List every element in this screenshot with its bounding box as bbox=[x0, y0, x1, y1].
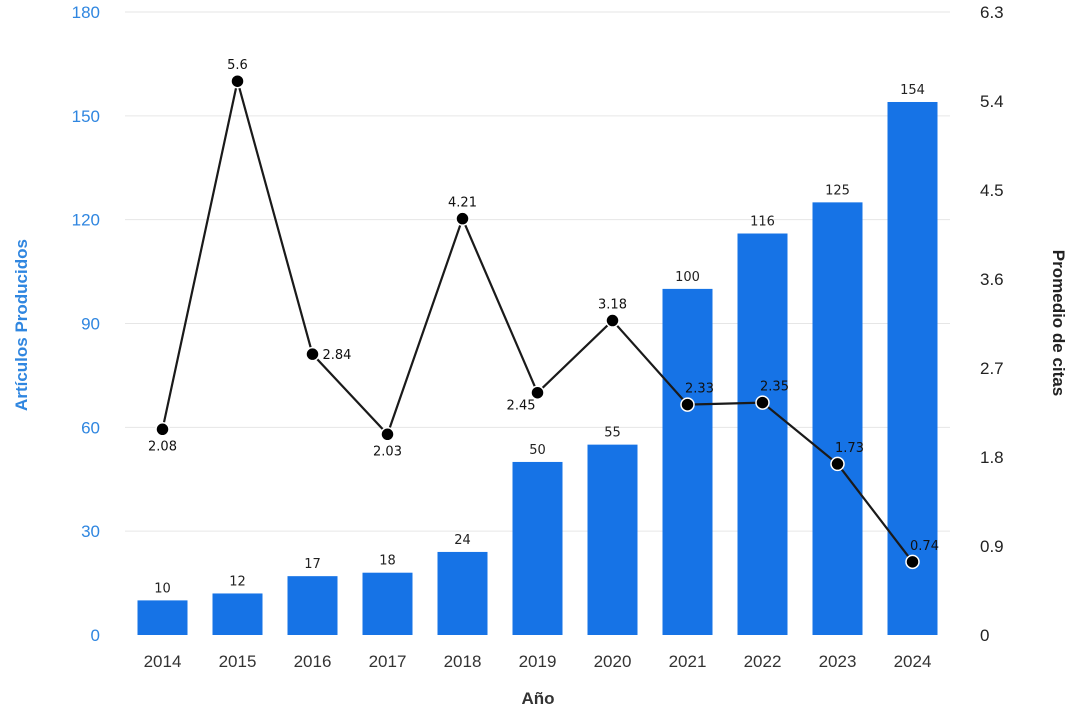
bar bbox=[737, 233, 788, 635]
bar-data-labels: 10 12 17 18 24 50 55 100 116 125 154 bbox=[154, 83, 925, 596]
bar bbox=[587, 444, 638, 635]
bar bbox=[362, 572, 413, 635]
bar bbox=[662, 288, 713, 635]
x-tick: 2020 bbox=[594, 652, 632, 671]
line-point bbox=[380, 427, 395, 442]
x-tick: 2021 bbox=[669, 652, 707, 671]
y-right-axis-title: Promedio de citas bbox=[1049, 250, 1068, 396]
bar-label: 116 bbox=[750, 215, 775, 230]
point-label: 4.21 bbox=[448, 196, 477, 211]
y-left-tick: 30 bbox=[81, 522, 100, 541]
line-point bbox=[530, 385, 545, 400]
x-tick: 2019 bbox=[519, 652, 557, 671]
x-axis-title: Año bbox=[521, 689, 554, 708]
x-tick: 2014 bbox=[144, 652, 182, 671]
line-point bbox=[830, 456, 845, 472]
y-left-tick: 150 bbox=[72, 107, 100, 126]
bar-label: 125 bbox=[825, 183, 850, 198]
bar-label: 10 bbox=[154, 581, 171, 596]
bar-label: 24 bbox=[454, 533, 471, 548]
y-right-tick: 3.6 bbox=[980, 270, 1004, 289]
point-label: 0.74 bbox=[910, 539, 939, 554]
bar-label: 154 bbox=[900, 83, 925, 98]
bar bbox=[512, 461, 563, 635]
line-point bbox=[755, 395, 770, 410]
y-left-tick: 60 bbox=[81, 418, 100, 437]
y-right-tick: 0.9 bbox=[980, 537, 1004, 556]
bar-label: 55 bbox=[604, 426, 621, 441]
y-left-tick: 180 bbox=[72, 3, 100, 22]
bar-label: 50 bbox=[529, 443, 546, 458]
point-label: 2.03 bbox=[373, 444, 402, 459]
line-point bbox=[680, 397, 695, 412]
bar bbox=[887, 101, 938, 635]
y-right-tick: 6.3 bbox=[980, 3, 1004, 22]
x-tick: 2018 bbox=[444, 652, 482, 671]
y-left-tick: 90 bbox=[81, 315, 100, 334]
x-tick: 2024 bbox=[894, 652, 932, 671]
point-label: 2.35 bbox=[760, 380, 789, 395]
bar bbox=[437, 551, 488, 635]
point-label: 2.84 bbox=[323, 348, 352, 363]
line-point bbox=[305, 346, 320, 362]
line-point bbox=[455, 211, 470, 226]
line-point bbox=[155, 422, 170, 437]
y-left-tick: 120 bbox=[72, 211, 100, 230]
bar-label: 18 bbox=[379, 554, 396, 569]
x-tick: 2015 bbox=[219, 652, 257, 671]
bar-label: 100 bbox=[675, 270, 700, 285]
right-axis-ticks: 0 0.9 1.8 2.7 3.6 4.5 5.4 6.3 bbox=[980, 3, 1004, 645]
bar bbox=[212, 593, 263, 635]
bar bbox=[812, 202, 863, 635]
y-right-tick: 1.8 bbox=[980, 448, 1004, 467]
bar-label: 17 bbox=[304, 557, 321, 572]
bar bbox=[137, 600, 188, 635]
y-right-tick: 2.7 bbox=[980, 359, 1004, 378]
x-tick: 2023 bbox=[819, 652, 857, 671]
x-tick: 2016 bbox=[294, 652, 332, 671]
point-label: 1.73 bbox=[835, 441, 864, 456]
x-tick: 2017 bbox=[369, 652, 407, 671]
line-point bbox=[605, 313, 620, 328]
point-label: 2.08 bbox=[148, 439, 177, 454]
x-tick: 2022 bbox=[744, 652, 782, 671]
bar-label: 12 bbox=[229, 574, 246, 589]
y-left-axis-title: Artículos Producidos bbox=[12, 239, 31, 411]
line-point bbox=[230, 73, 245, 89]
line-data-labels: 2.08 5.6 2.84 2.03 4.21 2.45 3.18 2.33 2.35 1.73 0… bbox=[148, 58, 939, 554]
y-right-tick: 5.4 bbox=[980, 92, 1004, 111]
point-label: 3.18 bbox=[598, 298, 627, 313]
y-left-tick: 0 bbox=[91, 626, 100, 645]
bar bbox=[287, 576, 338, 635]
left-axis-ticks: 0 30 60 90 120 150 180 bbox=[72, 3, 100, 645]
point-label: 5.6 bbox=[227, 58, 248, 73]
point-label: 2.45 bbox=[507, 399, 536, 414]
x-axis-ticks: 2014 2015 2016 2017 2018 2019 2020 2021 2022 2023… bbox=[144, 652, 932, 671]
bars-articulos bbox=[137, 101, 938, 635]
line-point bbox=[905, 554, 920, 570]
y-right-tick: 4.5 bbox=[980, 181, 1004, 200]
line-points bbox=[155, 73, 920, 570]
y-right-tick: 0 bbox=[980, 626, 989, 645]
point-label: 2.33 bbox=[685, 382, 714, 397]
